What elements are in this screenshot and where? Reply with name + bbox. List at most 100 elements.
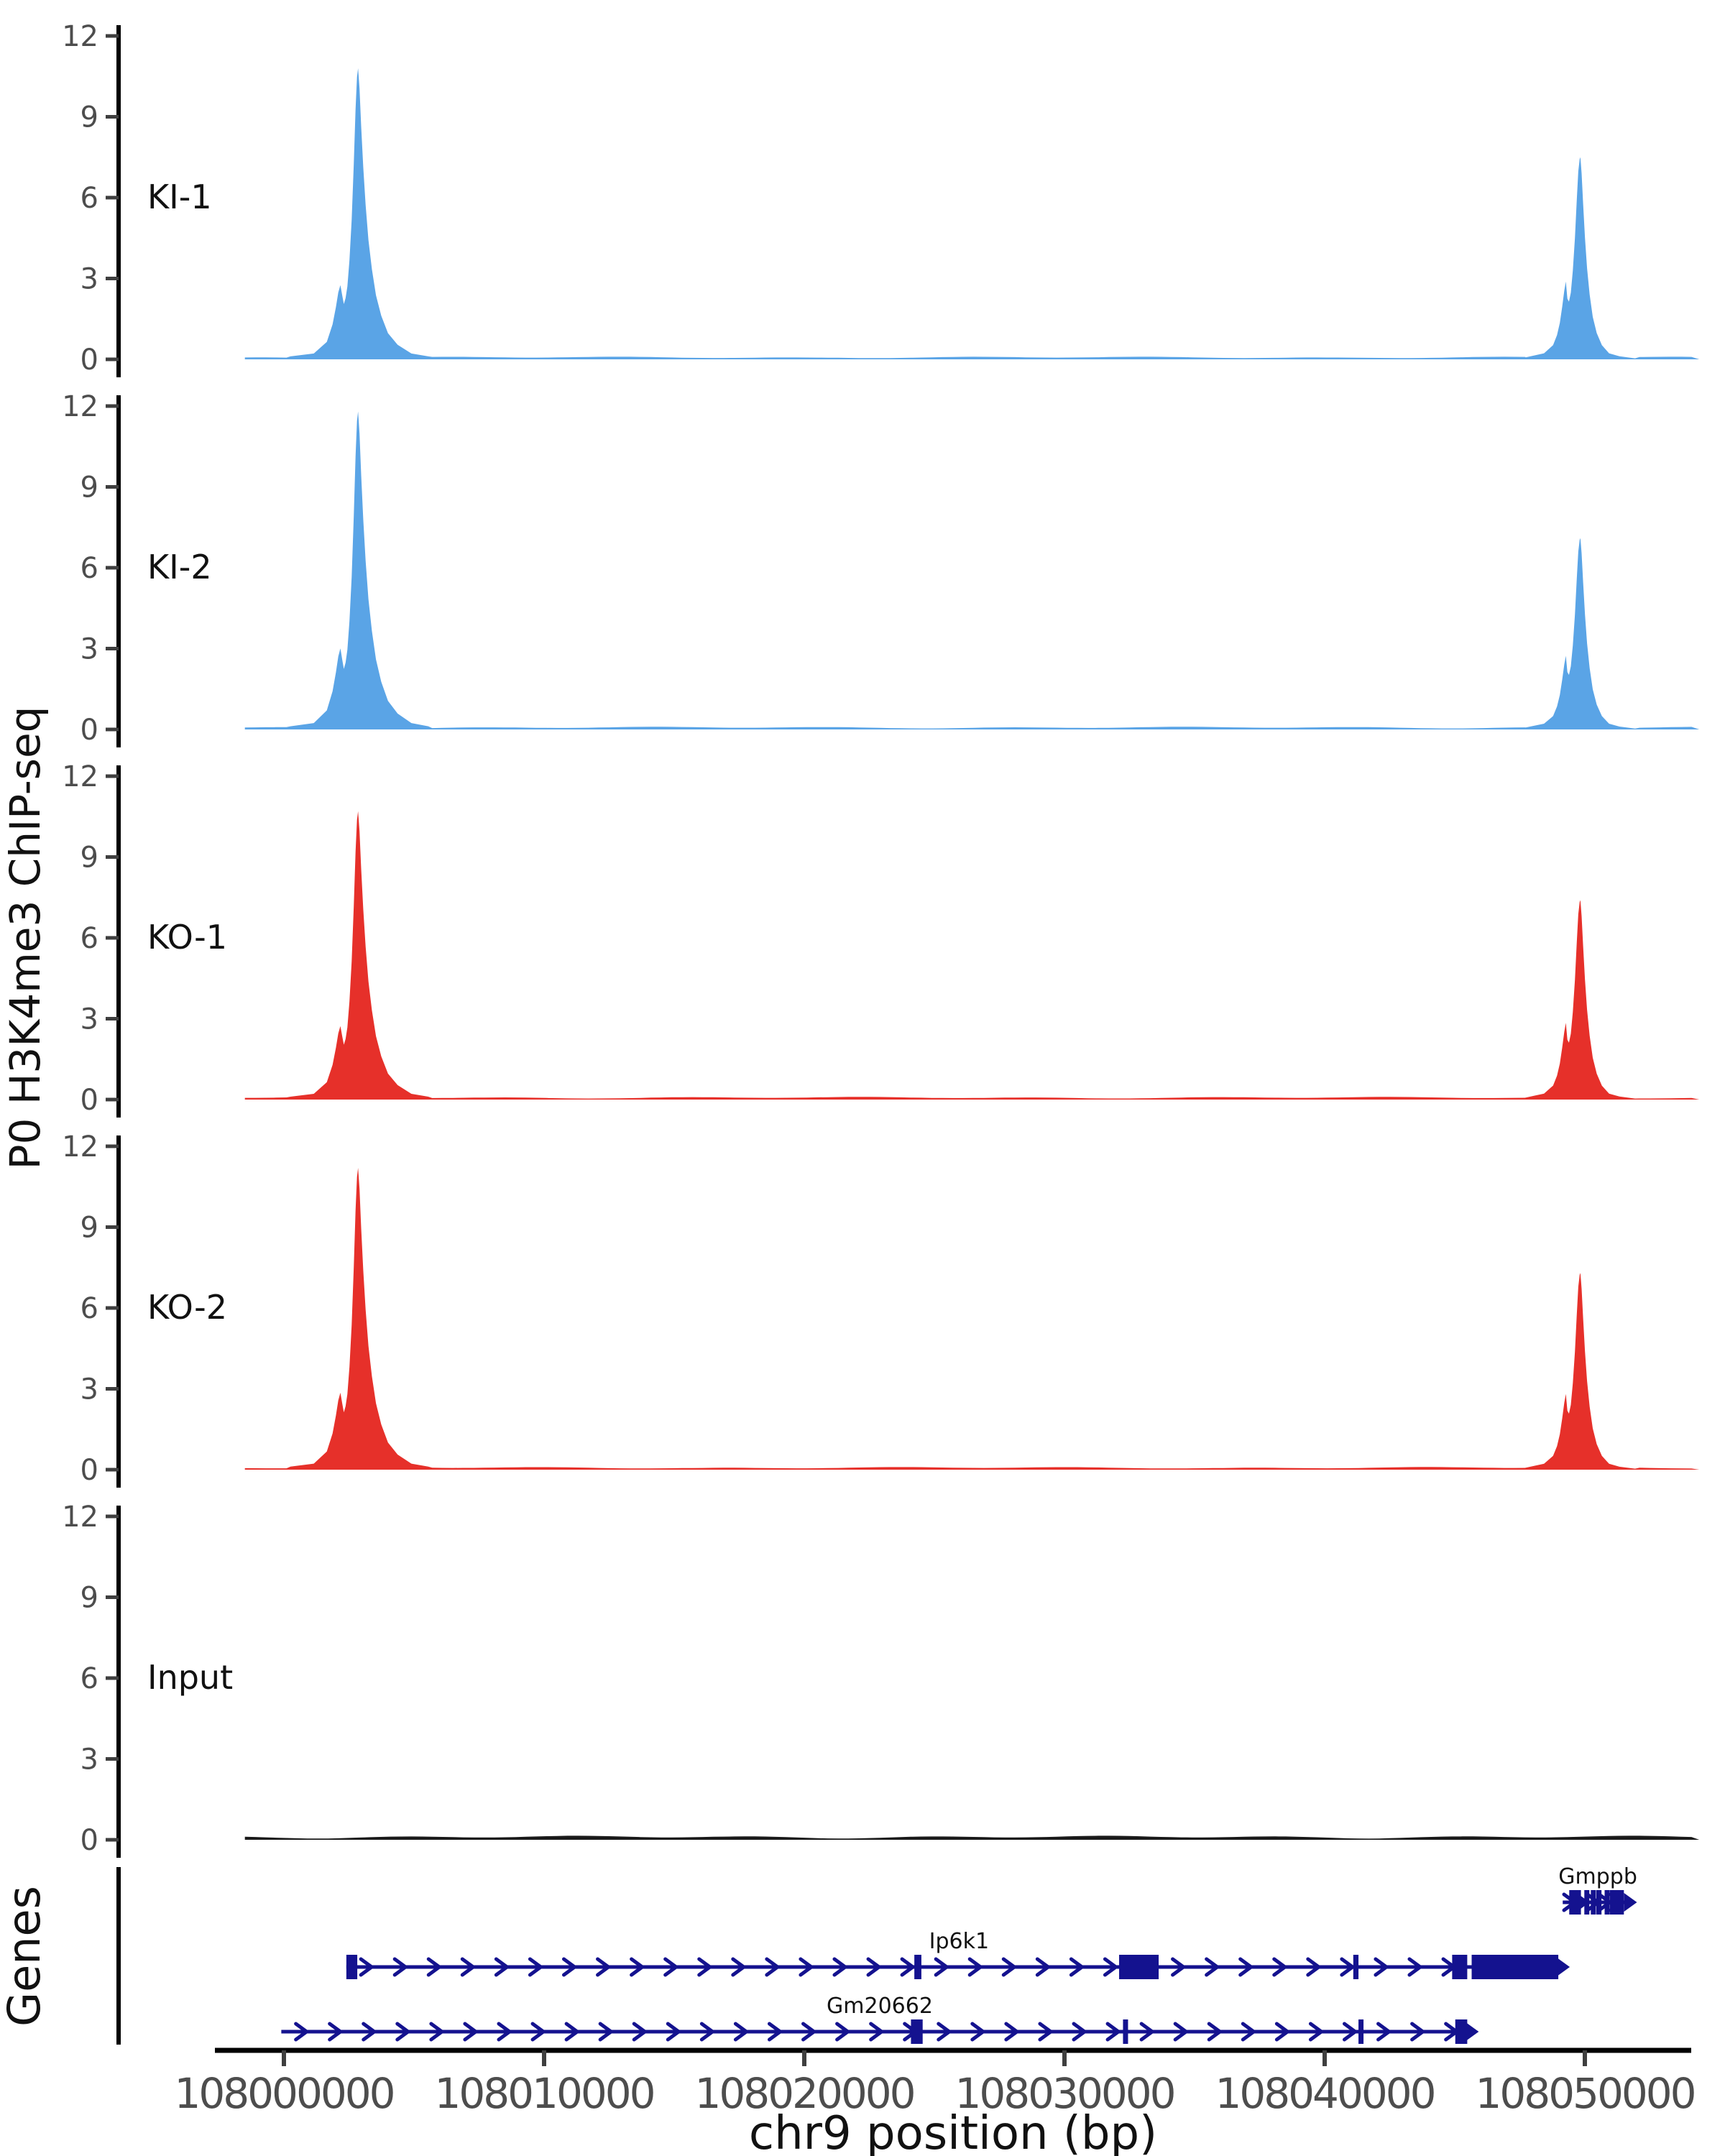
track-label-KI-2: KI-2	[147, 548, 212, 586]
exon-block	[1596, 1890, 1602, 1915]
strand-arrow-icon	[970, 2022, 985, 2042]
strand-arrow-icon	[561, 1957, 576, 1977]
strand-arrow-icon	[429, 2022, 444, 2042]
signal-area-Input	[244, 1835, 1700, 1840]
strand-arrow-icon	[1004, 2022, 1019, 2042]
x-axis	[215, 2047, 1691, 2066]
strand-arrow-icon	[1407, 1957, 1422, 1977]
strand-arrow-icon	[697, 1957, 712, 1977]
x-tick-label: 108040000	[1215, 2069, 1434, 2118]
gene-Gmppb	[1562, 1890, 1637, 1915]
strand-arrow-icon	[767, 2022, 782, 2042]
strand-arrow-icon	[359, 1957, 374, 1977]
y-tick-label: 6	[80, 1662, 98, 1695]
exon-block	[911, 2019, 923, 2044]
y-tick-label: 3	[80, 1003, 98, 1036]
y-tick-label: 9	[80, 1582, 98, 1615]
strand-arrow-icon	[1069, 1957, 1084, 1977]
y-tick-label: 0	[80, 1824, 98, 1857]
strand-arrow-icon	[564, 2022, 579, 2042]
track-KO-1	[106, 765, 1700, 1118]
y-tick-label: 6	[80, 552, 98, 585]
strand-arrow-icon	[392, 1957, 408, 1977]
track-label-KO-1: KO-1	[147, 918, 227, 957]
genes-panel-title: Genes	[0, 1886, 50, 2027]
strand-arrow-icon	[494, 1957, 509, 1977]
exon-block	[1609, 1890, 1624, 1915]
strand-arrow-icon	[1072, 2022, 1087, 2042]
exon-block	[1119, 1955, 1159, 1979]
strand-arrow-icon	[801, 2022, 816, 2042]
strand-arrow-icon	[1374, 1957, 1389, 1977]
gene-label-Ip6k1: Ip6k1	[929, 1929, 989, 1954]
exon-block	[1358, 2019, 1364, 2044]
track-KO-2	[106, 1135, 1700, 1488]
y-tick-label: 9	[80, 471, 98, 505]
strand-arrow-icon	[832, 1957, 847, 1977]
strand-arrow-icon	[528, 1957, 543, 1977]
strand-arrow-icon	[1035, 1957, 1050, 1977]
x-tick-label: 108010000	[434, 2069, 653, 2118]
x-tick-label: 108030000	[954, 2069, 1174, 2118]
exon-block	[1353, 1955, 1359, 1979]
strand-arrow-icon	[1171, 1957, 1186, 1977]
exon-block	[1455, 2019, 1468, 2044]
exon-block	[1471, 1955, 1559, 1979]
strand-arrow-icon	[1272, 1957, 1287, 1977]
exon-block	[1452, 1955, 1468, 1979]
exon-block	[1584, 1890, 1590, 1915]
strand-arrow-icon	[733, 2022, 748, 2042]
strand-arrow-icon	[1173, 2022, 1188, 2042]
y-tick-label: 3	[80, 1373, 98, 1406]
strand-arrow-icon	[663, 1957, 678, 1977]
strand-arrow-icon	[362, 2022, 377, 2042]
strand-arrow-icon	[460, 1957, 475, 1977]
strand-arrow-icon	[1306, 1957, 1321, 1977]
y-tick-label: 9	[80, 101, 98, 134]
exon-block	[1569, 1890, 1581, 1915]
strand-arrow-icon	[328, 2022, 343, 2042]
gene-end-arrow-icon	[1624, 1893, 1637, 1912]
strand-arrow-icon	[1342, 2022, 1357, 2042]
y-tick-label: 6	[80, 1292, 98, 1325]
y-tick-label: 3	[80, 1743, 98, 1777]
strand-arrow-icon	[1241, 2022, 1256, 2042]
exon-block	[1123, 2019, 1128, 2044]
strand-arrow-icon	[937, 2022, 952, 2042]
strand-arrow-icon	[666, 2022, 681, 2042]
strand-arrow-icon	[632, 2022, 647, 2042]
strand-arrow-icon	[1001, 1957, 1016, 1977]
gene-label-Gm20662: Gm20662	[827, 1994, 933, 2019]
gene-label-Gmppb: Gmppb	[1558, 1864, 1637, 1889]
gene-Gm20662	[281, 2019, 1479, 2044]
strand-arrow-icon	[869, 2022, 884, 2042]
strand-arrow-icon	[934, 1957, 949, 1977]
strand-arrow-icon	[463, 2022, 478, 2042]
strand-arrow-icon	[598, 2022, 613, 2042]
x-tick-label: 108050000	[1475, 2069, 1694, 2118]
strand-arrow-icon	[1410, 2022, 1425, 2042]
y-tick-label: 0	[80, 714, 98, 747]
strand-arrow-icon	[731, 1957, 746, 1977]
strand-arrow-icon	[1274, 2022, 1289, 2042]
genes-panel	[116, 1867, 1637, 2045]
strand-arrow-icon	[630, 1957, 645, 1977]
y-tick-label: 12	[62, 20, 98, 53]
strand-arrow-icon	[596, 1957, 611, 1977]
x-tick-label: 108020000	[694, 2069, 914, 2118]
x-tick-label: 108000000	[174, 2069, 393, 2118]
strand-arrow-icon	[395, 2022, 410, 2042]
x-axis-title: chr9 position (bp)	[749, 2107, 1157, 2156]
strand-arrow-icon	[967, 1957, 983, 1977]
track-Input	[106, 1506, 1700, 1858]
exon-block	[346, 1955, 358, 1979]
y-tick-label: 12	[62, 760, 98, 793]
strand-arrow-icon	[1376, 2022, 1392, 2042]
strand-arrow-icon	[835, 2022, 850, 2042]
strand-arrow-icon	[426, 1957, 441, 1977]
y-tick-label: 3	[80, 633, 98, 666]
y-tick-label: 12	[62, 1130, 98, 1164]
